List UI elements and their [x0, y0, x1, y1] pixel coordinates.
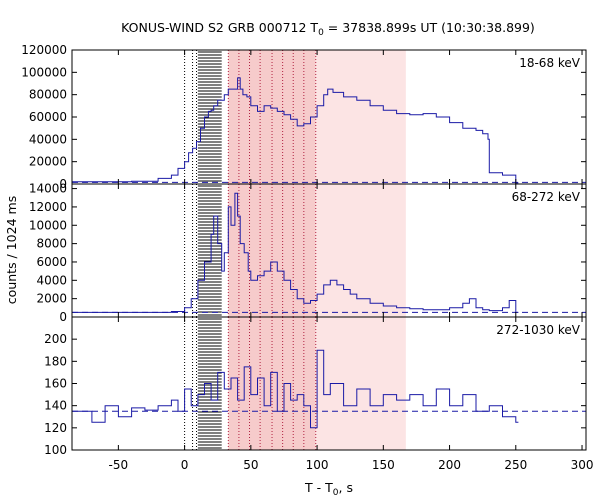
x-tick-label: 250 — [504, 458, 527, 472]
panel-3: 100 120 140 160 180 200 272-1030 keV — [44, 316, 587, 457]
y-tick-label: 60000 — [29, 110, 67, 124]
y-tick-label: 100000 — [21, 65, 67, 79]
light-curve-series — [72, 77, 519, 184]
x-tick-label: -50 — [109, 458, 129, 472]
panel-2: 0 2000 4000 6000 8000 10000 12000 14000 68-272 k… — [29, 182, 587, 324]
x-axis-label: T - T0, s — [304, 480, 353, 498]
y-tick-label: 12000 — [29, 200, 67, 214]
y-tick-label: 2000 — [36, 292, 67, 306]
light-curve-series — [72, 349, 519, 429]
y-tick-label: 0 — [59, 177, 67, 191]
y-tick-label: 200 — [44, 332, 67, 346]
shaded-interval-2 — [315, 317, 406, 450]
panel-1: 0 20000 40000 60000 80000 100000 120000 18-68 k… — [21, 43, 587, 191]
energy-band-label: 68-272 keV — [512, 190, 581, 204]
y-tick-label: 8000 — [36, 237, 67, 251]
x-tick-label: 50 — [243, 458, 258, 472]
x-tick-label: 100 — [306, 458, 329, 472]
y-tick-label: 40000 — [29, 132, 67, 146]
y-tick-label: 0 — [59, 310, 67, 324]
y-tick-label: 10000 — [29, 218, 67, 232]
chart-title: KONUS-WIND S2 GRB 000712 T0 = 37838.899s… — [121, 20, 535, 38]
y-axis-label: counts / 1024 ms — [4, 196, 19, 304]
y-tick-label: 80000 — [29, 88, 67, 102]
x-tick-label: 150 — [372, 458, 395, 472]
y-tick-label: 120000 — [21, 43, 67, 57]
y-tick-label: 4000 — [36, 273, 67, 287]
y-tick-label: 160 — [44, 377, 67, 391]
y-tick-label: 20000 — [29, 155, 67, 169]
y-tick-label: 140 — [44, 399, 67, 413]
y-tick-label: 120 — [44, 421, 67, 435]
energy-band-label: 272-1030 keV — [496, 323, 580, 337]
x-tick-label: 300 — [571, 458, 594, 472]
light-curve-series — [72, 192, 519, 313]
x-tick-label: 0 — [181, 458, 189, 472]
y-tick-label: 100 — [44, 443, 67, 457]
shaded-interval-2 — [315, 50, 406, 184]
y-tick-label: 14000 — [29, 182, 67, 196]
energy-band-label: 18-68 keV — [519, 56, 581, 70]
y-tick-label: 180 — [44, 354, 67, 368]
y-tick-label: 6000 — [36, 255, 67, 269]
x-tick-label: 200 — [438, 458, 461, 472]
shaded-interval-2 — [315, 184, 406, 317]
